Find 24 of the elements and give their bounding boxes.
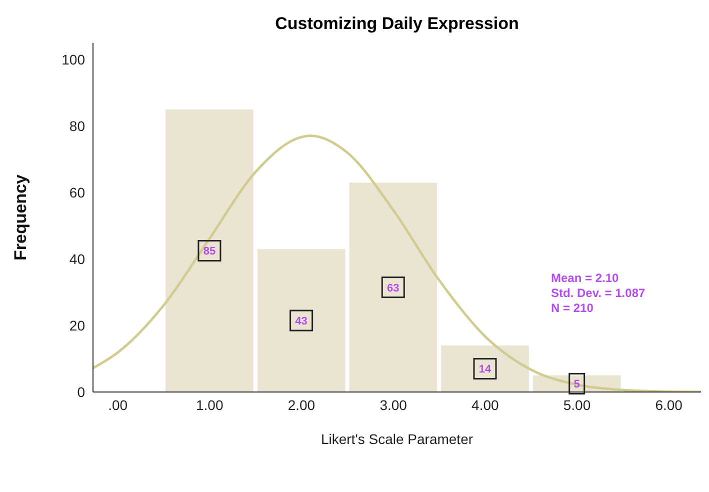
data-label: 5 (574, 378, 580, 391)
data-label: 63 (387, 282, 400, 294)
x-tick-label: .00 (108, 396, 128, 413)
annotation: Std. Dev. = 1.087 (551, 286, 646, 301)
x-tick-label: 1.00 (196, 396, 224, 413)
y-tick-label: 60 (69, 184, 86, 201)
y-tick-label: 20 (69, 317, 86, 334)
x-axis-title: Likert's Scale Parameter (320, 431, 474, 447)
x-tick-label: 6.00 (655, 396, 683, 413)
y-tick-label: 40 (69, 251, 86, 268)
data-label: 43 (295, 316, 308, 328)
annotation: N = 210 (551, 301, 594, 316)
y-axis-title: Frequency (11, 174, 30, 260)
x-tick-label: 3.00 (380, 396, 408, 413)
data-label: 85 (203, 246, 216, 258)
data-label: 14 (478, 364, 492, 376)
y-tick-label: 80 (69, 118, 86, 134)
x-tick-label: 4.00 (472, 396, 500, 413)
y-tick-label: 100 (62, 52, 86, 68)
chart-title: Customizing Daily Expression (274, 14, 520, 34)
x-tick-label: 2.00 (288, 396, 316, 413)
x-tick-label: 5.00 (563, 396, 591, 413)
annotation: Mean = 2.10 (551, 271, 620, 286)
y-tick-label: 0 (77, 384, 86, 400)
